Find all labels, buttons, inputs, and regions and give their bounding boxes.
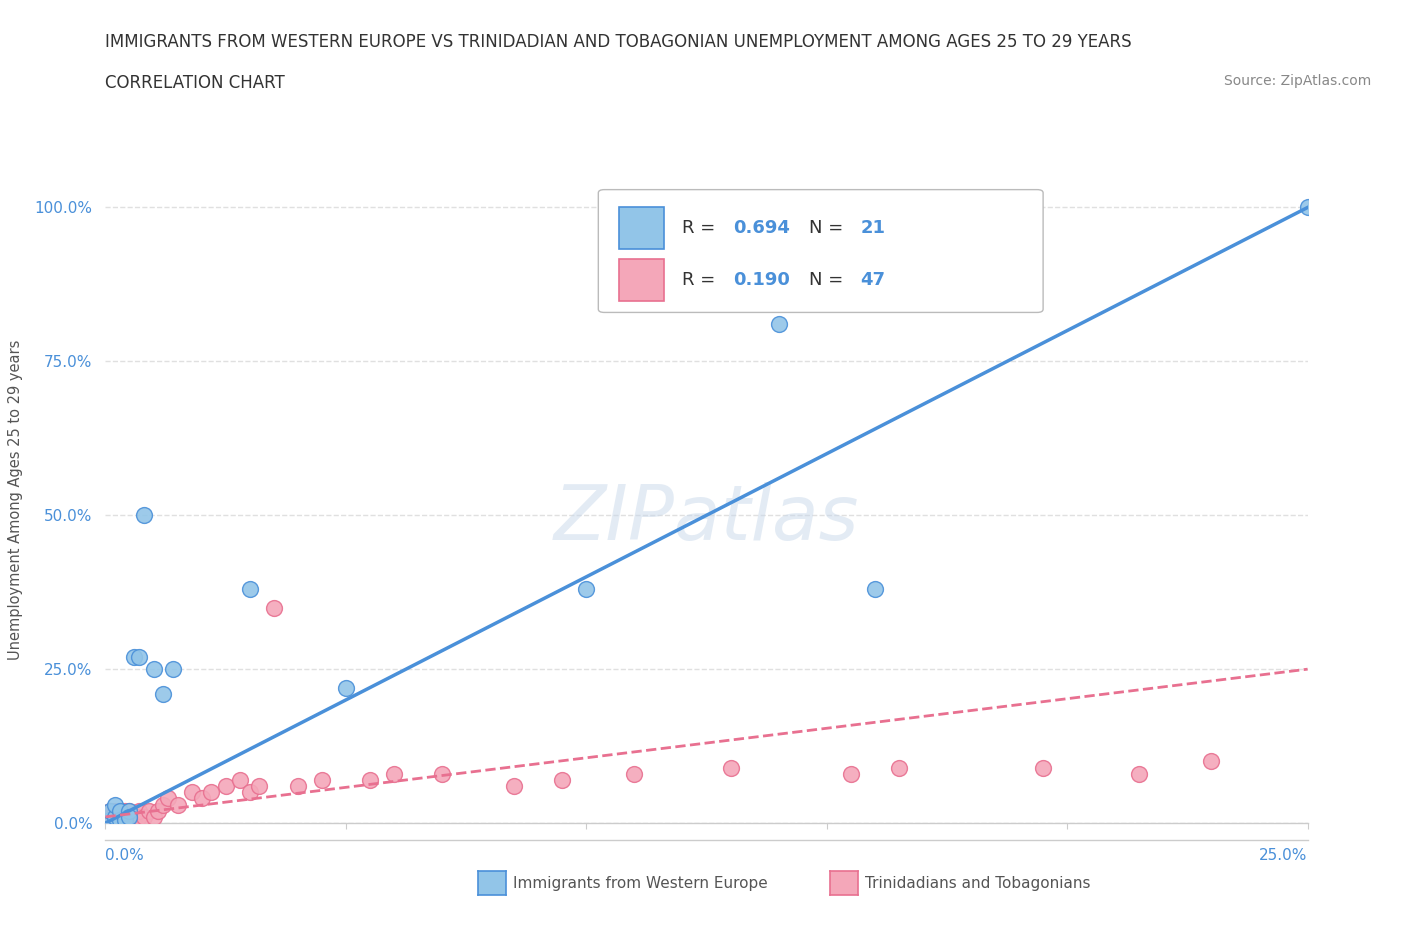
Point — [200, 785, 222, 800]
Text: ZIPatlas: ZIPatlas — [554, 483, 859, 556]
Y-axis label: Unemployment Among Ages 25 to 29 years: Unemployment Among Ages 25 to 29 years — [8, 339, 22, 660]
Point — [108, 809, 131, 824]
Text: N =: N = — [808, 219, 849, 237]
Point — [156, 791, 179, 806]
Point — [114, 813, 136, 828]
Point — [118, 804, 141, 818]
Point — [239, 785, 262, 800]
Point — [839, 766, 862, 781]
Text: Immigrants from Western Europe: Immigrants from Western Europe — [513, 876, 768, 891]
Point — [1128, 766, 1150, 781]
Text: 21: 21 — [860, 219, 886, 237]
Point — [162, 662, 184, 677]
Point — [263, 600, 285, 615]
Text: Source: ZipAtlas.com: Source: ZipAtlas.com — [1223, 74, 1371, 88]
Point — [720, 760, 742, 775]
Point — [97, 809, 120, 824]
Point — [108, 804, 131, 818]
FancyBboxPatch shape — [619, 207, 665, 249]
Point — [104, 813, 127, 828]
Point — [98, 813, 121, 828]
Point — [104, 809, 127, 824]
Point — [1296, 200, 1319, 215]
Point — [382, 766, 405, 781]
Point — [118, 809, 141, 824]
Point — [335, 680, 357, 695]
Point — [98, 804, 121, 818]
Point — [1201, 754, 1223, 769]
Point — [118, 804, 141, 818]
Point — [108, 813, 131, 828]
Point — [128, 804, 150, 818]
Point — [118, 809, 141, 824]
Point — [104, 797, 127, 812]
Point — [247, 778, 270, 793]
Point — [166, 797, 188, 812]
Point — [1032, 760, 1054, 775]
Point — [152, 797, 174, 812]
Text: Trinidadians and Tobagonians: Trinidadians and Tobagonians — [865, 876, 1090, 891]
Point — [311, 773, 333, 788]
Point — [132, 809, 155, 824]
Text: 0.190: 0.190 — [733, 272, 790, 289]
Point — [887, 760, 910, 775]
Text: 47: 47 — [860, 272, 886, 289]
Text: R =: R = — [682, 272, 721, 289]
Point — [128, 809, 150, 824]
Point — [359, 773, 381, 788]
Point — [287, 778, 309, 793]
Point — [181, 785, 204, 800]
Text: 25.0%: 25.0% — [1260, 848, 1308, 863]
Point — [768, 317, 790, 332]
Point — [98, 813, 121, 828]
Point — [148, 804, 170, 818]
Point — [114, 813, 136, 828]
Point — [108, 804, 131, 818]
FancyBboxPatch shape — [619, 259, 665, 301]
Point — [214, 778, 236, 793]
Point — [138, 804, 160, 818]
Text: N =: N = — [808, 272, 849, 289]
Point — [104, 804, 127, 818]
Point — [142, 809, 165, 824]
Point — [190, 791, 212, 806]
FancyBboxPatch shape — [599, 190, 1043, 312]
Text: R =: R = — [682, 219, 721, 237]
Point — [104, 809, 127, 824]
Point — [503, 778, 526, 793]
Point — [114, 804, 136, 818]
Point — [239, 581, 262, 596]
Point — [551, 773, 574, 788]
Point — [575, 581, 598, 596]
Point — [152, 686, 174, 701]
Point — [132, 508, 155, 523]
Point — [124, 813, 146, 828]
Point — [124, 649, 146, 664]
Text: 0.0%: 0.0% — [105, 848, 145, 863]
Text: IMMIGRANTS FROM WESTERN EUROPE VS TRINIDADIAN AND TOBAGONIAN UNEMPLOYMENT AMONG : IMMIGRANTS FROM WESTERN EUROPE VS TRINID… — [105, 33, 1132, 50]
Point — [128, 649, 150, 664]
Point — [430, 766, 453, 781]
Text: CORRELATION CHART: CORRELATION CHART — [105, 74, 285, 92]
Point — [863, 581, 886, 596]
Point — [98, 809, 121, 824]
Text: 0.694: 0.694 — [733, 219, 790, 237]
Point — [108, 813, 131, 828]
Point — [142, 662, 165, 677]
Point — [98, 804, 121, 818]
Point — [118, 813, 141, 828]
Point — [623, 766, 645, 781]
Point — [229, 773, 252, 788]
